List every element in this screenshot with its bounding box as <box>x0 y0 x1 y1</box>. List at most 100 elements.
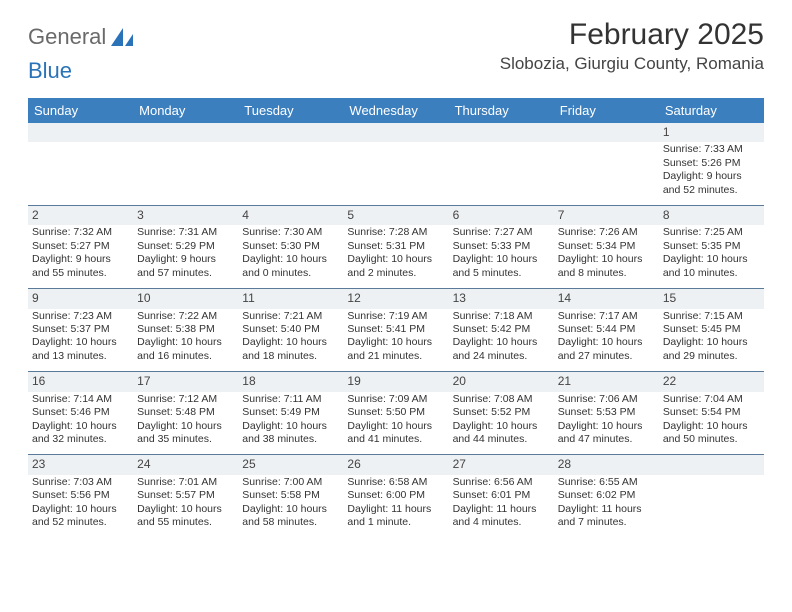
sunrise-text: Sunrise: 7:32 AM <box>32 226 129 239</box>
day-number: 10 <box>133 289 238 308</box>
sunset-text: Sunset: 5:50 PM <box>347 406 444 419</box>
day-number: 21 <box>554 372 659 391</box>
day-info: Sunrise: 7:15 AMSunset: 5:45 PMDaylight:… <box>659 309 764 372</box>
day-number: 3 <box>133 206 238 225</box>
sunrise-text: Sunrise: 7:18 AM <box>453 310 550 323</box>
daylight-text-1: Daylight: 11 hours <box>558 503 655 516</box>
day-info <box>449 142 554 205</box>
day-info <box>659 475 764 538</box>
daylight-text-2: and 13 minutes. <box>32 350 129 363</box>
daylight-text-1: Daylight: 10 hours <box>242 253 339 266</box>
day-info: Sunrise: 7:19 AMSunset: 5:41 PMDaylight:… <box>343 309 448 372</box>
day-info: Sunrise: 7:06 AMSunset: 5:53 PMDaylight:… <box>554 392 659 455</box>
daylight-text-2: and 35 minutes. <box>137 433 234 446</box>
sunset-text: Sunset: 5:52 PM <box>453 406 550 419</box>
sunrise-text: Sunrise: 6:58 AM <box>347 476 444 489</box>
day-info: Sunrise: 6:58 AMSunset: 6:00 PMDaylight:… <box>343 475 448 538</box>
daylight-text-1: Daylight: 10 hours <box>242 503 339 516</box>
day-info: Sunrise: 7:21 AMSunset: 5:40 PMDaylight:… <box>238 309 343 372</box>
logo-text-1: General <box>28 24 106 50</box>
sunrise-text: Sunrise: 7:22 AM <box>137 310 234 323</box>
day-number: 13 <box>449 289 554 308</box>
week-daynum-row: 16171819202122 <box>28 371 764 391</box>
week-info-row: Sunrise: 7:03 AMSunset: 5:56 PMDaylight:… <box>28 475 764 538</box>
day-number <box>554 123 659 142</box>
day-number: 19 <box>343 372 448 391</box>
daylight-text-2: and 38 minutes. <box>242 433 339 446</box>
sunrise-text: Sunrise: 7:19 AM <box>347 310 444 323</box>
day-info <box>343 142 448 205</box>
daylight-text-1: Daylight: 10 hours <box>242 336 339 349</box>
day-number: 14 <box>554 289 659 308</box>
sunset-text: Sunset: 5:29 PM <box>137 240 234 253</box>
day-info: Sunrise: 7:33 AMSunset: 5:26 PMDaylight:… <box>659 142 764 205</box>
daylight-text-1: Daylight: 10 hours <box>347 420 444 433</box>
title-block: February 2025 Slobozia, Giurgiu County, … <box>500 18 764 74</box>
sunrise-text: Sunrise: 7:26 AM <box>558 226 655 239</box>
daylight-text-2: and 41 minutes. <box>347 433 444 446</box>
sunset-text: Sunset: 5:38 PM <box>137 323 234 336</box>
day-info: Sunrise: 7:03 AMSunset: 5:56 PMDaylight:… <box>28 475 133 538</box>
sunrise-text: Sunrise: 7:11 AM <box>242 393 339 406</box>
day-number: 7 <box>554 206 659 225</box>
daylight-text-2: and 32 minutes. <box>32 433 129 446</box>
day-number: 11 <box>238 289 343 308</box>
week-daynum-row: 2345678 <box>28 205 764 225</box>
day-info: Sunrise: 7:31 AMSunset: 5:29 PMDaylight:… <box>133 225 238 288</box>
sunset-text: Sunset: 5:56 PM <box>32 489 129 502</box>
daylight-text-1: Daylight: 10 hours <box>558 253 655 266</box>
daylight-text-2: and 47 minutes. <box>558 433 655 446</box>
week-info-row: Sunrise: 7:32 AMSunset: 5:27 PMDaylight:… <box>28 225 764 288</box>
sunrise-text: Sunrise: 7:28 AM <box>347 226 444 239</box>
sunrise-text: Sunrise: 7:23 AM <box>32 310 129 323</box>
day-number <box>343 123 448 142</box>
day-number <box>28 123 133 142</box>
week-info-row: Sunrise: 7:23 AMSunset: 5:37 PMDaylight:… <box>28 309 764 372</box>
day-number: 2 <box>28 206 133 225</box>
daylight-text-2: and 55 minutes. <box>32 267 129 280</box>
daylight-text-2: and 29 minutes. <box>663 350 760 363</box>
day-number: 24 <box>133 455 238 474</box>
sunset-text: Sunset: 5:42 PM <box>453 323 550 336</box>
daylight-text-2: and 50 minutes. <box>663 433 760 446</box>
sunrise-text: Sunrise: 7:33 AM <box>663 143 760 156</box>
sunrise-text: Sunrise: 7:30 AM <box>242 226 339 239</box>
sunrise-text: Sunrise: 7:06 AM <box>558 393 655 406</box>
weekday-mon: Monday <box>133 98 238 123</box>
day-number: 8 <box>659 206 764 225</box>
day-info: Sunrise: 7:22 AMSunset: 5:38 PMDaylight:… <box>133 309 238 372</box>
sunset-text: Sunset: 5:46 PM <box>32 406 129 419</box>
daylight-text-1: Daylight: 10 hours <box>663 420 760 433</box>
sunset-text: Sunset: 5:53 PM <box>558 406 655 419</box>
daylight-text-2: and 52 minutes. <box>663 184 760 197</box>
day-number: 9 <box>28 289 133 308</box>
sunset-text: Sunset: 5:37 PM <box>32 323 129 336</box>
sunrise-text: Sunrise: 7:04 AM <box>663 393 760 406</box>
daylight-text-2: and 44 minutes. <box>453 433 550 446</box>
sunset-text: Sunset: 5:26 PM <box>663 157 760 170</box>
sunrise-text: Sunrise: 6:55 AM <box>558 476 655 489</box>
day-info: Sunrise: 7:26 AMSunset: 5:34 PMDaylight:… <box>554 225 659 288</box>
daylight-text-1: Daylight: 9 hours <box>32 253 129 266</box>
daylight-text-1: Daylight: 10 hours <box>32 336 129 349</box>
daylight-text-2: and 16 minutes. <box>137 350 234 363</box>
daylight-text-1: Daylight: 11 hours <box>453 503 550 516</box>
day-number: 25 <box>238 455 343 474</box>
week-daynum-row: 9101112131415 <box>28 288 764 308</box>
day-number: 23 <box>28 455 133 474</box>
calendar-body: 1Sunrise: 7:33 AMSunset: 5:26 PMDaylight… <box>28 123 764 538</box>
sunrise-text: Sunrise: 7:25 AM <box>663 226 760 239</box>
sunset-text: Sunset: 5:34 PM <box>558 240 655 253</box>
day-info: Sunrise: 7:32 AMSunset: 5:27 PMDaylight:… <box>28 225 133 288</box>
calendar: Sunday Monday Tuesday Wednesday Thursday… <box>28 98 764 538</box>
daylight-text-1: Daylight: 10 hours <box>137 503 234 516</box>
sunrise-text: Sunrise: 7:01 AM <box>137 476 234 489</box>
day-info: Sunrise: 7:27 AMSunset: 5:33 PMDaylight:… <box>449 225 554 288</box>
sunset-text: Sunset: 5:35 PM <box>663 240 760 253</box>
day-info: Sunrise: 7:00 AMSunset: 5:58 PMDaylight:… <box>238 475 343 538</box>
day-info: Sunrise: 7:28 AMSunset: 5:31 PMDaylight:… <box>343 225 448 288</box>
day-info: Sunrise: 7:09 AMSunset: 5:50 PMDaylight:… <box>343 392 448 455</box>
day-info: Sunrise: 7:08 AMSunset: 5:52 PMDaylight:… <box>449 392 554 455</box>
day-number: 26 <box>343 455 448 474</box>
day-info: Sunrise: 6:55 AMSunset: 6:02 PMDaylight:… <box>554 475 659 538</box>
